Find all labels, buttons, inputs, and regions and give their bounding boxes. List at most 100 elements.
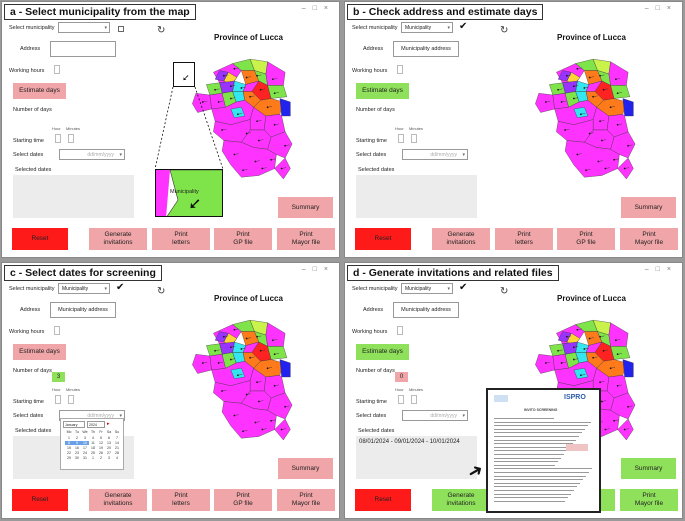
- summary-button[interactable]: Summary: [278, 458, 333, 479]
- year-select[interactable]: 2024: [87, 421, 105, 428]
- window-controls[interactable]: –□×: [644, 266, 678, 273]
- hour-input[interactable]: [55, 395, 61, 404]
- calendar-day[interactable]: 8: [65, 441, 73, 445]
- municipality-region[interactable]: [206, 82, 223, 96]
- address-field[interactable]: Municipality address: [50, 302, 116, 318]
- hour-input[interactable]: [398, 395, 404, 404]
- municipality-region[interactable]: [610, 346, 631, 360]
- month-select[interactable]: January: [63, 421, 85, 428]
- window-controls[interactable]: –□×: [644, 5, 678, 12]
- municipality-region[interactable]: [549, 82, 566, 96]
- municipality-region[interactable]: [267, 85, 288, 99]
- municipality-region[interactable]: [608, 61, 629, 86]
- calendar-day[interactable]: 6: [108, 436, 110, 440]
- address-field[interactable]: Municipality address: [393, 41, 459, 57]
- municipality-region[interactable]: [267, 346, 288, 360]
- municipality-region[interactable]: [557, 331, 572, 343]
- calendar-day[interactable]: 31: [83, 456, 87, 460]
- window-controls[interactable]: –□×: [301, 266, 335, 273]
- calendar-day[interactable]: 4: [116, 456, 118, 460]
- municipality-region[interactable]: [557, 70, 572, 82]
- print-mayor-file-button[interactable]: Print Mayor file: [277, 228, 335, 250]
- calendar-day[interactable]: 10: [81, 441, 89, 445]
- estimate-days-button[interactable]: Estimate days: [13, 344, 66, 360]
- refresh-icon[interactable]: ↻: [157, 286, 166, 297]
- address-field[interactable]: Municipality address: [393, 302, 459, 318]
- print-mayor-file-button[interactable]: Print Mayor file: [620, 489, 678, 511]
- calendar-day[interactable]: 12: [99, 441, 103, 445]
- municipality-region[interactable]: [549, 343, 566, 357]
- calendar-day[interactable]: 1: [68, 436, 70, 440]
- working-hours-input[interactable]: [54, 326, 60, 335]
- estimate-days-button[interactable]: Estimate days: [356, 344, 409, 360]
- municipality-region[interactable]: [192, 354, 212, 374]
- next-month-icon[interactable]: ▸: [107, 421, 110, 427]
- calendar-day[interactable]: 28: [115, 451, 119, 455]
- calendar-day[interactable]: 23: [75, 451, 79, 455]
- calendar-day[interactable]: 5: [100, 436, 102, 440]
- calendar-day[interactable]: 4: [92, 436, 94, 440]
- municipality-region[interactable]: [265, 61, 286, 86]
- municipality-region[interactable]: [535, 93, 555, 113]
- hour-input[interactable]: [55, 134, 61, 143]
- calendar-day[interactable]: 26: [99, 451, 103, 455]
- province-map[interactable]: [162, 307, 312, 447]
- municipality-region[interactable]: [622, 359, 634, 378]
- calendar-day[interactable]: 21: [115, 446, 119, 450]
- reset-button[interactable]: Reset: [355, 489, 411, 511]
- working-hours-input[interactable]: [397, 65, 403, 74]
- window-controls[interactable]: –□×: [301, 5, 335, 12]
- reset-button[interactable]: Reset: [12, 489, 68, 511]
- municipality-region[interactable]: [610, 85, 631, 99]
- calendar-day[interactable]: 19: [99, 446, 103, 450]
- generate-invitations-button[interactable]: Generate invitations: [432, 489, 490, 511]
- calendar-day[interactable]: 3: [84, 436, 86, 440]
- municipality-region[interactable]: [573, 107, 589, 118]
- municipality-region[interactable]: [265, 322, 286, 347]
- calendar-day[interactable]: 27: [107, 451, 111, 455]
- summary-button[interactable]: Summary: [621, 197, 676, 218]
- calendar-day[interactable]: 20: [107, 446, 111, 450]
- calendar-day[interactable]: 18: [91, 446, 95, 450]
- municipality-region[interactable]: [279, 359, 291, 378]
- generate-invitations-button[interactable]: Generate invitations: [89, 228, 147, 250]
- calendar-day[interactable]: 17: [83, 446, 87, 450]
- generate-invitations-button[interactable]: Generate invitations: [89, 489, 147, 511]
- calendar-day[interactable]: 24: [83, 451, 87, 455]
- municipality-select[interactable]: Municipality ▾: [58, 283, 110, 294]
- date-picker-input[interactable]: dd/mm/yyyy ▾: [402, 149, 468, 160]
- calendar-day[interactable]: 2: [100, 456, 102, 460]
- summary-button[interactable]: Summary: [278, 197, 333, 218]
- calendar-day[interactable]: 1: [92, 456, 94, 460]
- calendar-day[interactable]: 22: [67, 451, 71, 455]
- municipality-region[interactable]: [279, 98, 291, 117]
- estimate-days-button[interactable]: Estimate days: [356, 83, 409, 99]
- municipality-select[interactable]: Municipality ▾: [401, 283, 453, 294]
- municipality-region[interactable]: [230, 368, 246, 379]
- municipality-select[interactable]: ▾: [58, 22, 110, 33]
- working-hours-input[interactable]: [397, 326, 403, 335]
- working-hours-input[interactable]: [54, 65, 60, 74]
- municipality-region[interactable]: [573, 368, 589, 379]
- summary-button[interactable]: Summary: [621, 458, 676, 479]
- refresh-icon[interactable]: ↻: [500, 286, 509, 297]
- calendar-day[interactable]: 25: [91, 451, 95, 455]
- municipality-region[interactable]: [608, 322, 629, 347]
- reset-button[interactable]: Reset: [12, 228, 68, 250]
- confirm-checkbox[interactable]: [118, 26, 124, 32]
- minutes-input[interactable]: [68, 134, 74, 143]
- calendar-day[interactable]: 9: [73, 441, 81, 445]
- calendar-day[interactable]: 29: [67, 456, 71, 460]
- calendar-day[interactable]: 3: [108, 456, 110, 460]
- date-picker-input[interactable]: dd/mm/yyyy ▾: [59, 149, 125, 160]
- minutes-input[interactable]: [411, 134, 417, 143]
- province-map[interactable]: [505, 46, 655, 186]
- calendar-day[interactable]: 15: [67, 446, 71, 450]
- print-mayor-file-button[interactable]: Print Mayor file: [277, 489, 335, 511]
